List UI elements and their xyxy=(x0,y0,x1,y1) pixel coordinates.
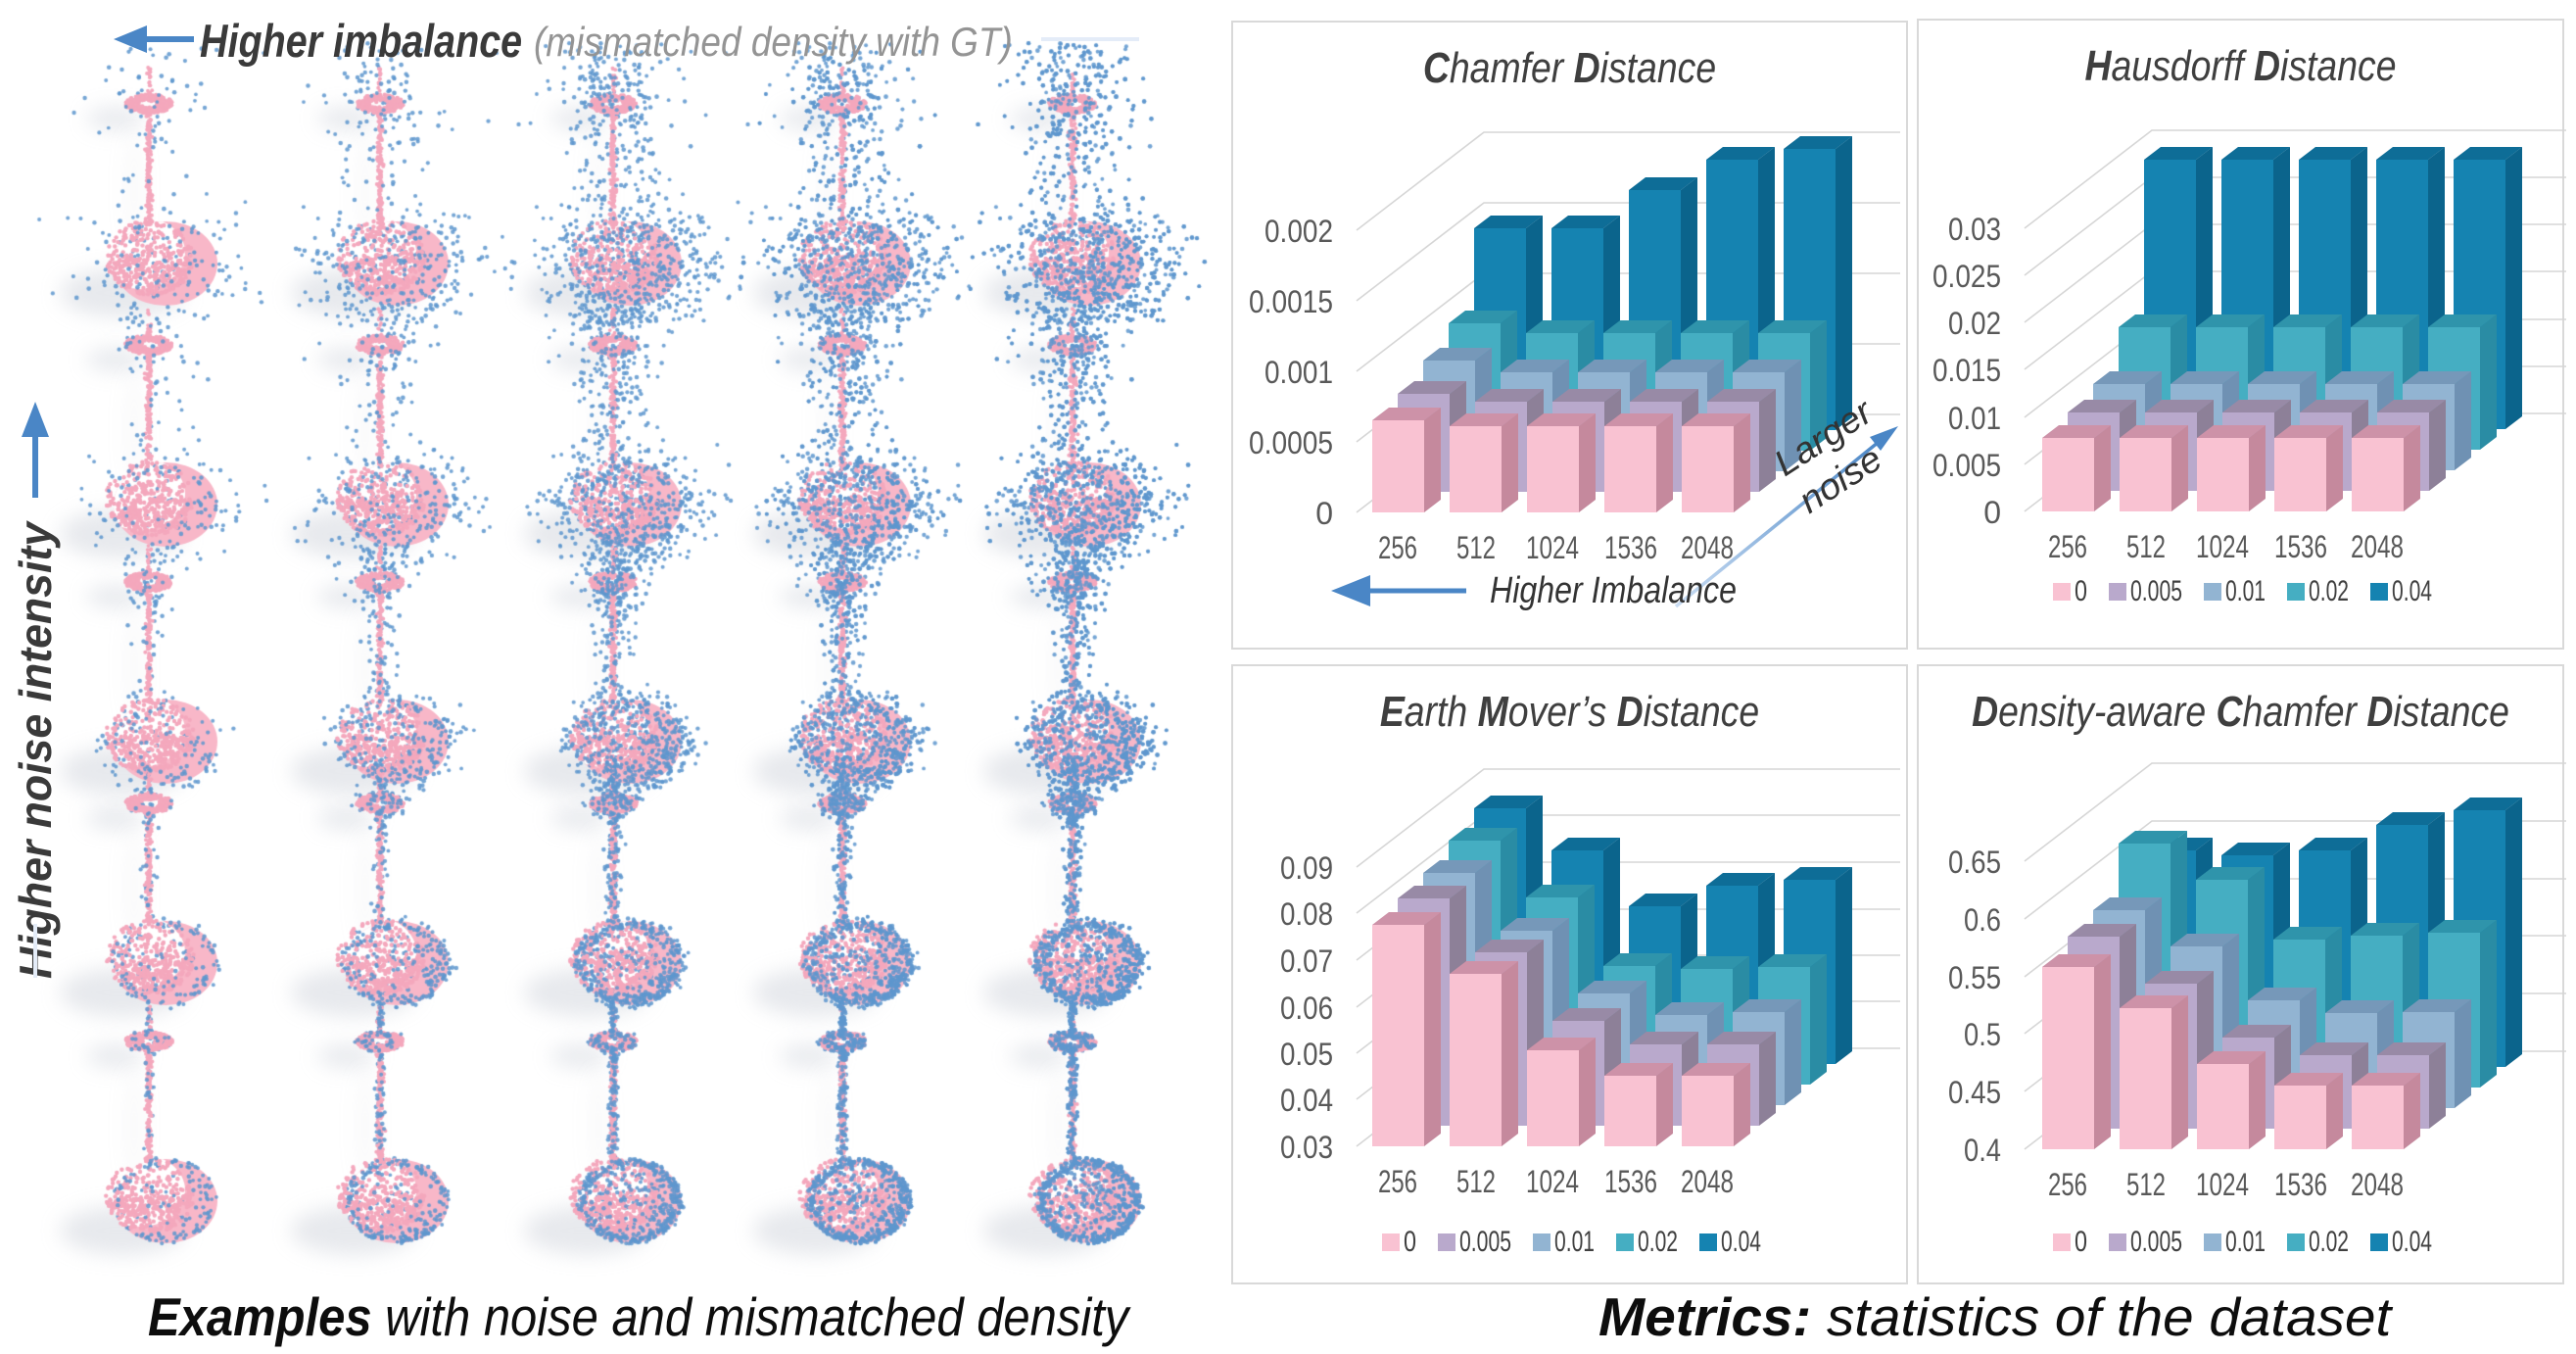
svg-text:0.02: 0.02 xyxy=(2309,575,2349,607)
svg-text:1536: 1536 xyxy=(2274,1167,2327,1202)
svg-text:0.55: 0.55 xyxy=(1948,960,2001,995)
svg-text:2048: 2048 xyxy=(2351,529,2404,564)
svg-text:0.01: 0.01 xyxy=(1554,1226,1595,1258)
svg-text:256: 256 xyxy=(1378,530,1417,565)
svg-text:1024: 1024 xyxy=(2196,529,2249,564)
svg-text:0.04: 0.04 xyxy=(2392,575,2432,607)
svg-text:2048: 2048 xyxy=(2351,1167,2404,1202)
svg-text:512: 512 xyxy=(2126,1167,2166,1202)
svg-text:1536: 1536 xyxy=(2274,529,2327,564)
svg-text:Higher Imbalance: Higher Imbalance xyxy=(1490,570,1737,611)
svg-text:0.01: 0.01 xyxy=(2225,1226,2266,1258)
svg-text:0.03: 0.03 xyxy=(1948,212,2001,247)
svg-text:0.5: 0.5 xyxy=(1964,1017,2001,1052)
svg-text:512: 512 xyxy=(1456,530,1496,565)
svg-text:0.015: 0.015 xyxy=(1932,353,2001,388)
svg-text:0.0015: 0.0015 xyxy=(1249,284,1333,319)
svg-text:0.04: 0.04 xyxy=(1280,1083,1333,1118)
svg-text:512: 512 xyxy=(2126,529,2166,564)
svg-text:0.04: 0.04 xyxy=(2392,1226,2432,1258)
svg-text:0.005: 0.005 xyxy=(1459,1226,1511,1258)
svg-text:0: 0 xyxy=(1315,496,1333,531)
svg-text:1024: 1024 xyxy=(2196,1167,2249,1202)
svg-text:0: 0 xyxy=(2075,1226,2087,1258)
svg-text:0.005: 0.005 xyxy=(1932,448,2001,483)
svg-text:256: 256 xyxy=(2048,529,2087,564)
svg-text:1024: 1024 xyxy=(1526,1164,1579,1199)
svg-text:1536: 1536 xyxy=(1604,1164,1657,1199)
svg-text:0.07: 0.07 xyxy=(1280,943,1333,979)
svg-text:1536: 1536 xyxy=(1604,530,1657,565)
svg-text:0.02: 0.02 xyxy=(2309,1226,2349,1258)
svg-text:0.06: 0.06 xyxy=(1280,991,1333,1026)
svg-text:1024: 1024 xyxy=(1526,530,1579,565)
svg-text:0.02: 0.02 xyxy=(1638,1226,1678,1258)
svg-text:0.6: 0.6 xyxy=(1964,902,2001,938)
svg-text:0.01: 0.01 xyxy=(1948,401,2001,436)
svg-text:0.09: 0.09 xyxy=(1280,850,1333,886)
svg-text:0.65: 0.65 xyxy=(1948,845,2001,880)
svg-text:0.02: 0.02 xyxy=(1948,306,2001,341)
svg-text:0.03: 0.03 xyxy=(1280,1130,1333,1165)
svg-text:2048: 2048 xyxy=(1681,530,1734,565)
svg-text:0.002: 0.002 xyxy=(1264,214,1333,249)
svg-text:0.45: 0.45 xyxy=(1948,1075,2001,1110)
svg-text:0.005: 0.005 xyxy=(2130,1226,2182,1258)
svg-text:0: 0 xyxy=(1983,495,2001,530)
svg-text:0.08: 0.08 xyxy=(1280,896,1333,932)
svg-text:0: 0 xyxy=(2075,575,2087,607)
svg-text:0.4: 0.4 xyxy=(1964,1133,2001,1168)
svg-text:512: 512 xyxy=(1456,1164,1496,1199)
svg-text:0.025: 0.025 xyxy=(1932,259,2001,294)
svg-text:256: 256 xyxy=(1378,1164,1417,1199)
svg-text:0.05: 0.05 xyxy=(1280,1037,1333,1072)
svg-text:0.001: 0.001 xyxy=(1264,355,1333,390)
svg-text:256: 256 xyxy=(2048,1167,2087,1202)
svg-text:0.005: 0.005 xyxy=(2130,575,2182,607)
svg-text:0.0005: 0.0005 xyxy=(1249,425,1333,460)
svg-text:0.01: 0.01 xyxy=(2225,575,2266,607)
svg-text:2048: 2048 xyxy=(1681,1164,1734,1199)
svg-text:0: 0 xyxy=(1404,1226,1416,1258)
svg-text:0.04: 0.04 xyxy=(1721,1226,1761,1258)
